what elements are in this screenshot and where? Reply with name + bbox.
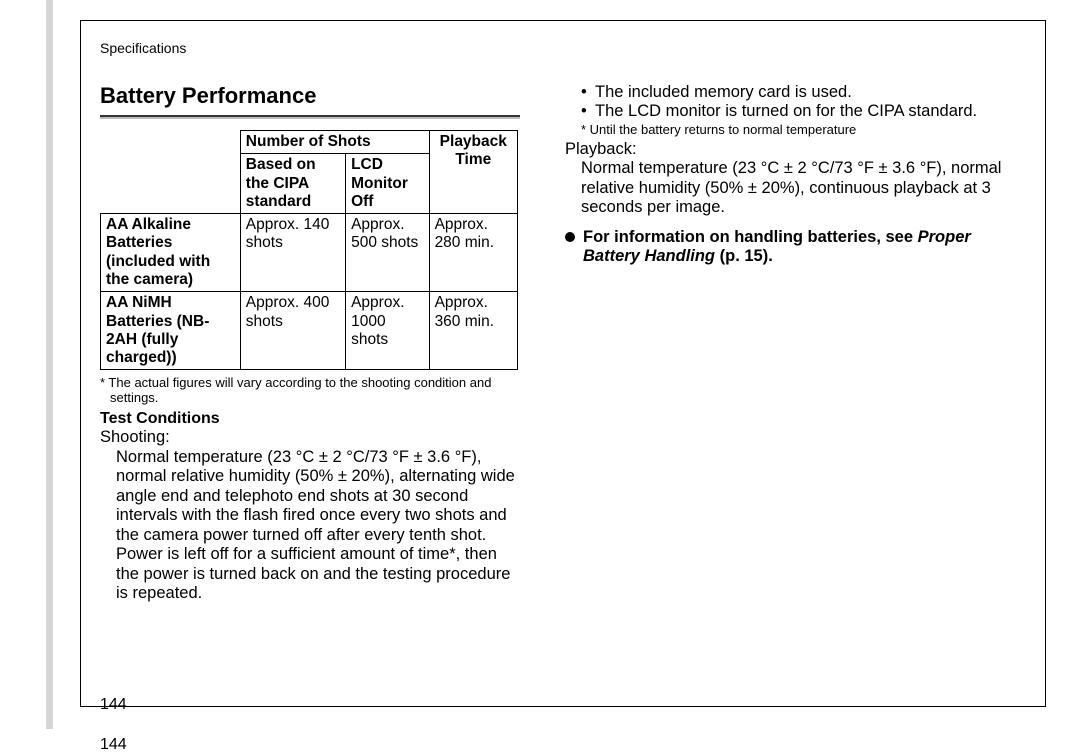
cell-playback: Approx. 280 min. [429,214,517,292]
cell-playback: Approx. 360 min. [429,292,517,370]
cell-lcd: Approx. 500 shots [346,214,429,292]
left-column: Number of Shots Playback Time Based on t… [100,130,520,603]
row-label: AA Alkaline Batteries (included with the… [101,214,241,292]
playback-label: Playback: [565,140,1027,159]
table-row: AA NiMH Batteries (NB-2AH (fully charged… [101,292,518,370]
cell-cipa: Approx. 400 shots [240,292,345,370]
info-text-suffix: (p. 15). [715,247,773,265]
page-number: 144 [100,736,127,754]
playback-text: Normal temperature (23 °C ± 2 °C/73 °F ±… [581,159,1027,217]
right-column: The included memory card is used. The LC… [565,83,1027,267]
table-header-cipa: Based on the CIPA standard [240,154,345,214]
table-header-playback: Playback Time [429,131,517,214]
page-number: 144 [100,696,127,714]
test-conditions-label: Test Conditions [100,410,520,428]
cell-lcd: Approx. 1000 shots [346,292,429,370]
bullet-item: The LCD monitor is turned on for the CIP… [581,102,1027,121]
cell-cipa: Approx. 140 shots [240,214,345,292]
shooting-text: Normal temperature (23 °C ± 2 °C/73 °F ±… [116,448,520,604]
bullet-dot-icon [565,232,575,242]
title-underline [100,115,520,119]
row-label: AA NiMH Batteries (NB-2AH (fully charged… [101,292,241,370]
table-footnote: * The actual figures will vary according… [100,376,520,406]
battery-handling-reference: For information on handling batteries, s… [565,228,1027,267]
page-binding-edge [46,0,53,729]
table-row: AA Alkaline Batteries (included with the… [101,214,518,292]
info-text-prefix: For information on handling batteries, s… [583,228,918,246]
table-header-lcd: LCD Monitor Off [346,154,429,214]
battery-performance-table: Number of Shots Playback Time Based on t… [100,130,518,370]
shooting-label: Shooting: [100,428,520,447]
table-header-shots: Number of Shots [240,131,429,154]
bullet-item: The included memory card is used. [581,83,1027,102]
page-header: Specifications [100,40,186,56]
section-title: Battery Performance [100,83,316,109]
temperature-note: * Until the battery returns to normal te… [581,123,1027,138]
